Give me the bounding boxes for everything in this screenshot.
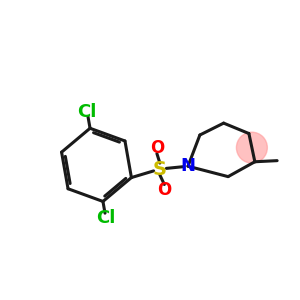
Text: S: S [153,160,167,178]
Text: O: O [150,139,164,157]
Text: O: O [157,181,172,199]
Text: N: N [181,157,196,175]
Text: Cl: Cl [77,103,97,121]
Circle shape [236,132,267,163]
Text: Cl: Cl [96,208,116,226]
